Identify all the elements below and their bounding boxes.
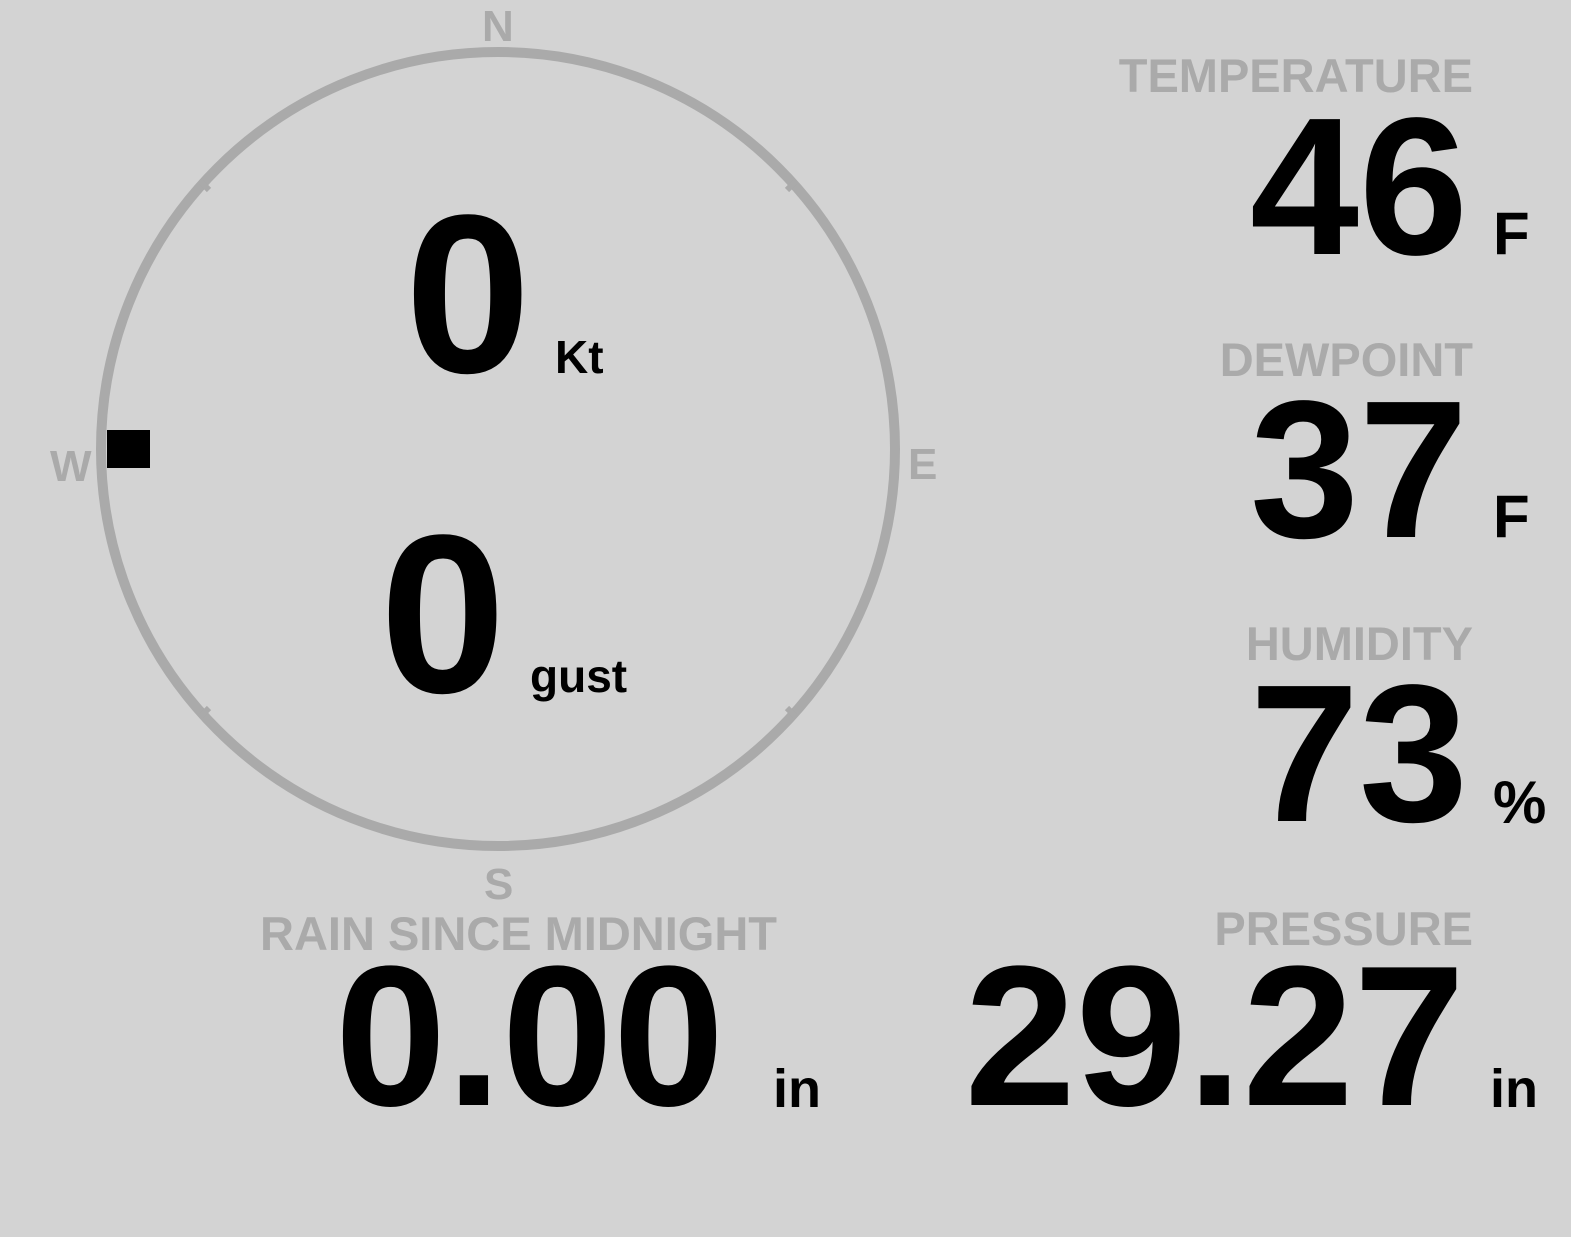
humidity-unit: % [1493, 769, 1547, 836]
temperature-unit: F [1493, 200, 1530, 267]
humidity-label: HUMIDITY [1245, 617, 1473, 670]
wind-gust-unit: gust [530, 650, 628, 702]
temperature-value: 46 [1249, 77, 1468, 296]
rain-label: RAIN SINCE MIDNIGHT [260, 907, 777, 960]
dewpoint-label: DEWPOINT [1219, 333, 1473, 386]
dewpoint-value: 37 [1249, 360, 1468, 579]
compass-west: W [50, 442, 92, 491]
rain-unit: in [773, 1059, 821, 1119]
compass-south: S [484, 860, 514, 909]
rain-value: 0.00 [335, 925, 725, 1148]
compass-ticks [198, 179, 798, 719]
compass-east: E [908, 440, 938, 489]
wind-speed-unit: Kt [555, 331, 604, 383]
wind-speed-value: 0 [405, 167, 531, 420]
wind-direction-marker [107, 430, 150, 468]
humidity-value: 73 [1249, 644, 1468, 863]
dewpoint-unit: F [1493, 483, 1530, 550]
compass-north: N [482, 2, 514, 51]
pressure-label: PRESSURE [1214, 902, 1473, 955]
wind-gust-value: 0 [380, 487, 506, 740]
pressure-value: 29.27 [964, 925, 1466, 1148]
pressure-unit: in [1490, 1059, 1538, 1119]
temperature-label: TEMPERATURE [1118, 49, 1473, 102]
